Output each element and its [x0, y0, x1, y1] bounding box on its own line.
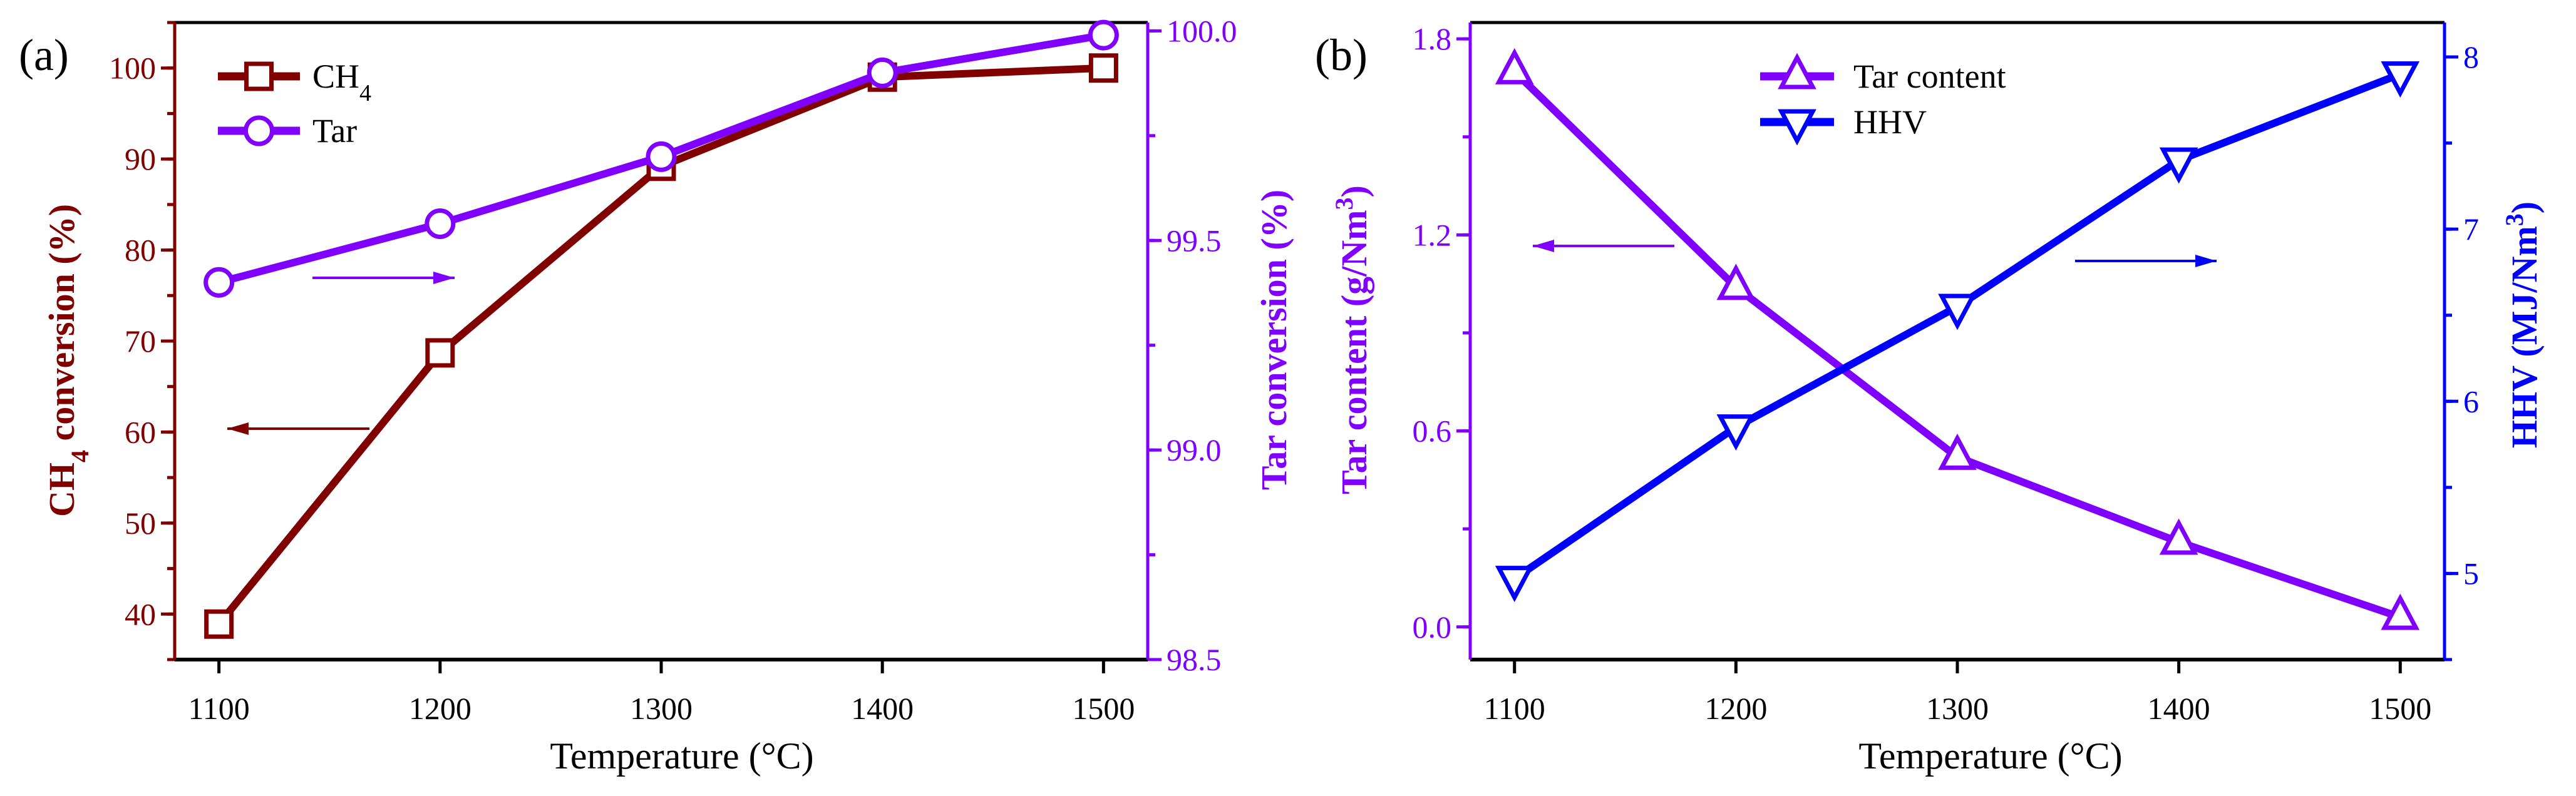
- data-point: [204, 267, 235, 298]
- legend-item: CH4: [218, 58, 371, 106]
- x-tick-label: 1100: [188, 691, 250, 726]
- right-y-axis-title-suffix: ): [2504, 202, 2545, 213]
- data-point: [1716, 414, 1756, 451]
- legend-item: HHV: [1760, 103, 1927, 146]
- left-y-axis-title: CH4 conversion (%): [41, 204, 94, 517]
- data-point: [2381, 61, 2420, 98]
- left-y-tick-label: 0.0: [1413, 610, 1452, 645]
- x-tick-label: 1400: [2148, 691, 2210, 726]
- right-y-axis-title: HHV (MJ/Nm3): [2500, 202, 2545, 448]
- x-tick-label: 1500: [2369, 691, 2431, 726]
- data-point: [1495, 566, 1534, 603]
- data-point: [1716, 263, 1756, 300]
- left-y-tick-label: 100: [109, 51, 156, 86]
- right-y-tick-label: 7: [2463, 212, 2479, 247]
- series-tar: [204, 19, 1119, 298]
- data-point: [425, 208, 456, 239]
- data-point: [867, 57, 898, 88]
- right-y-tick-label: 99.0: [1167, 432, 1222, 467]
- series-hhv: [1495, 61, 2420, 603]
- right-y-tick-label: 98.5: [1167, 642, 1222, 677]
- legend-label: HHV: [1853, 103, 1927, 141]
- legend-label: Tar content: [1853, 58, 2006, 95]
- x-tick-label: 1300: [1926, 691, 1989, 726]
- legend-label: Tar: [312, 112, 357, 150]
- data-point: [1088, 19, 1119, 51]
- x-tick-label: 1500: [1072, 691, 1135, 726]
- legend-label-subscript: 4: [359, 80, 371, 106]
- axis-arrow-right-head: [433, 272, 455, 284]
- legend-marker: [244, 61, 274, 91]
- data-point: [204, 609, 234, 639]
- data-point: [2159, 518, 2198, 555]
- data-point: [2159, 147, 2198, 184]
- legend-item: Tar content: [1760, 53, 2006, 95]
- panel-label: (a): [19, 30, 69, 80]
- left-y-axis-title-text: CH: [41, 462, 82, 517]
- legend-marker: [244, 115, 274, 146]
- x-axis-title: Temperature (°C): [1858, 735, 2122, 777]
- left-y-tick-label: 80: [125, 233, 156, 268]
- panel-b-chart: 1100 1200 1300 1400 1500 0.0 0.6 1.2 1.8 5 6 7 8 Temp…: [1315, 21, 2545, 777]
- right-y-axis-title-text: Tar conversion (%): [1254, 190, 1294, 490]
- data-point: [1938, 433, 1977, 470]
- x-tick-label: 1300: [630, 691, 693, 726]
- data-point: [1495, 48, 1534, 84]
- axis-arrow-right-head: [2195, 255, 2217, 267]
- x-tick-label: 1400: [851, 691, 914, 726]
- left-y-axis-title: Tar content (g/Nm3): [1330, 185, 1375, 494]
- legend-label: CH4: [312, 58, 371, 106]
- left-y-axis-title-suffix: ): [1334, 185, 1374, 197]
- left-y-tick-label: 40: [125, 596, 156, 631]
- data-point: [646, 141, 677, 172]
- right-y-tick-label: 8: [2463, 39, 2479, 74]
- x-axis-title: Temperature (°C): [550, 735, 813, 777]
- right-y-tick-label: 6: [2463, 384, 2479, 419]
- left-y-tick-label: 0.6: [1413, 414, 1452, 449]
- axis-arrow-right: [2075, 255, 2217, 267]
- left-y-axis-title-text: Tar content (g/Nm: [1334, 210, 1374, 494]
- left-y-axis-title-suffix: conversion (%): [41, 204, 82, 450]
- left-y-axis-title-superscript: 3: [1330, 198, 1358, 210]
- legend-label-text: Tar content: [1853, 58, 2006, 95]
- left-y-tick-label: 60: [125, 414, 156, 449]
- legend-label-text: HHV: [1853, 103, 1927, 141]
- right-y-tick-label: 100.0: [1167, 13, 1237, 48]
- axis-arrow-right: [312, 272, 455, 284]
- left-y-axis-title-subscript: 4: [66, 450, 94, 462]
- right-y-tick-label: 5: [2463, 556, 2479, 591]
- left-y-tick-label: 70: [125, 324, 156, 359]
- axis-arrow-left-head: [1533, 240, 1554, 252]
- legend-marker: [1778, 109, 1816, 146]
- data-point: [1938, 293, 1977, 330]
- axis-arrow-left-head: [227, 422, 249, 435]
- left-y-tick-label: 1.2: [1413, 217, 1452, 252]
- left-y-tick-label: 90: [125, 141, 156, 176]
- axis-arrow-left: [227, 422, 369, 435]
- data-point: [425, 338, 455, 368]
- legend-marker: [1778, 53, 1816, 89]
- series-line: [1512, 69, 2402, 621]
- left-y-tick-label: 1.8: [1413, 21, 1452, 56]
- right-y-axis-title: Tar conversion (%): [1254, 190, 1294, 490]
- panel-a-chart: 1100 1200 1300 1400 1500 40 50 60 70 80 90 100 98.5 9…: [19, 13, 1294, 777]
- data-point: [1088, 53, 1118, 83]
- legend-label-text: Tar: [312, 112, 357, 150]
- x-tick-label: 1100: [1484, 691, 1545, 726]
- x-tick-label: 1200: [409, 691, 471, 726]
- right-y-tick-label: 99.5: [1167, 223, 1222, 258]
- right-y-axis-title-text: HHV (MJ/Nm: [2504, 226, 2545, 448]
- axis-arrow-left: [1533, 240, 1674, 252]
- legend-item: Tar: [218, 112, 357, 150]
- panel-label: (b): [1315, 30, 1368, 80]
- left-y-tick-label: 50: [125, 506, 156, 541]
- x-tick-label: 1200: [1704, 691, 1767, 726]
- data-point: [2381, 593, 2420, 630]
- right-y-axis-title-superscript: 3: [2500, 213, 2528, 226]
- legend-label-text: CH: [312, 58, 359, 95]
- series-tar-content: [1495, 48, 2420, 630]
